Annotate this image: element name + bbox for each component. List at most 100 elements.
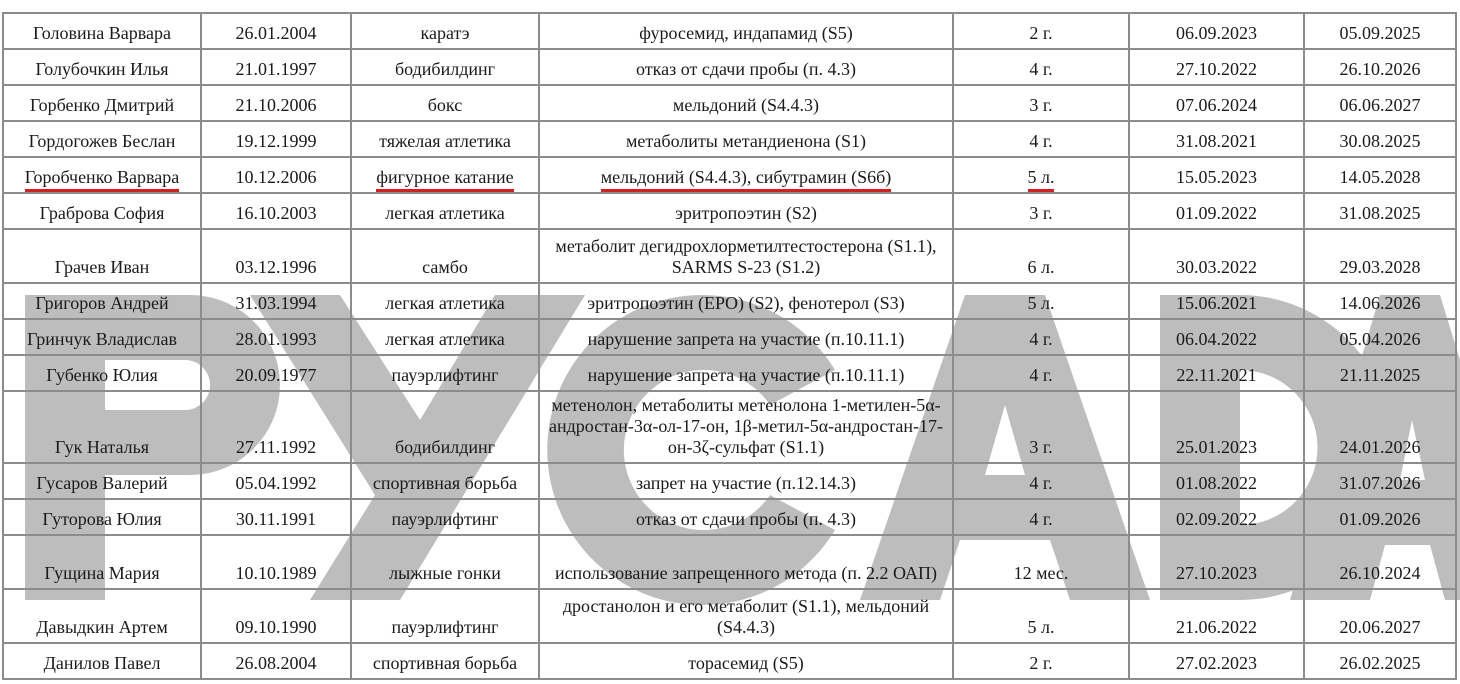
cell-name: Голубочкин Илья	[2, 48, 202, 86]
cell-name: Граброва София	[2, 192, 202, 230]
term-text: 4 г.	[1029, 509, 1053, 529]
disqualified-athletes-table: Головина Варвара 26.01.2004 каратэ фуросеми…	[2, 12, 1457, 680]
sport-text: лыжные гонки	[389, 563, 501, 583]
dob-text: 10.12.2006	[235, 167, 317, 187]
cell-dob: 26.08.2004	[200, 642, 352, 680]
cell-dob: 28.01.1993	[200, 318, 352, 356]
cell-end: 31.07.2026	[1303, 462, 1457, 500]
table-row: Гук Наталья 27.11.1992 бодибилдинг метеноло…	[2, 390, 1457, 464]
dob-text: 21.10.2006	[235, 95, 317, 115]
dob-text: 03.12.1996	[235, 257, 317, 277]
name-text: Голубочкин Илья	[35, 59, 169, 79]
violation-text: мельдоний (S4.4.3)	[672, 95, 820, 115]
table-row: Головина Варвара 26.01.2004 каратэ фуросеми…	[2, 12, 1457, 50]
cell-name: Гринчук Владислав	[2, 318, 202, 356]
cell-violation: отказ от сдачи пробы (п. 4.3)	[538, 48, 954, 86]
dob-text: 26.01.2004	[235, 23, 317, 43]
table-row: Гуторова Юлия 30.11.1991 пауэрлифтинг отказ…	[2, 498, 1457, 536]
cell-name: Гук Наталья	[2, 390, 202, 464]
end-text: 05.04.2026	[1339, 329, 1421, 349]
violation-text: нарушение запрета на участие (п.10.11.1)	[587, 329, 905, 349]
cell-violation: метаболиты метандиенона (S1)	[538, 120, 954, 158]
dob-text: 05.04.1992	[235, 473, 317, 493]
cell-dob: 27.11.1992	[200, 390, 352, 464]
cell-end: 14.05.2028	[1303, 156, 1457, 194]
cell-sport: спортивная борьба	[350, 642, 540, 680]
cell-dob: 30.11.1991	[200, 498, 352, 536]
term-text: 4 г.	[1029, 473, 1053, 493]
cell-sport: бокс	[350, 84, 540, 122]
cell-name: Давыдкин Артем	[2, 588, 202, 644]
cell-end: 29.03.2028	[1303, 228, 1457, 284]
term-text: 3 г.	[1029, 95, 1053, 115]
cell-end: 05.04.2026	[1303, 318, 1457, 356]
dob-text: 21.01.1997	[235, 59, 317, 79]
table-row: Гусаров Валерий 05.04.1992 спортивная борь…	[2, 462, 1457, 500]
table-row: Давыдкин Артем 09.10.1990 пауэрлифтинг дрос…	[2, 588, 1457, 644]
cell-name: Горобченко Варвара	[2, 156, 202, 194]
cell-start: 22.11.2021	[1128, 354, 1305, 392]
cell-term: 3 г.	[952, 192, 1130, 230]
cell-end: 20.06.2027	[1303, 588, 1457, 644]
cell-term: 5 л.	[952, 156, 1130, 194]
violation-text: фуросемид, индапамид (S5)	[639, 23, 853, 43]
table-row: Голубочкин Илья 21.01.1997 бодибилдинг отка…	[2, 48, 1457, 86]
dob-text: 19.12.1999	[235, 131, 317, 151]
sport-text: пауэрлифтинг	[391, 509, 499, 529]
end-text: 01.09.2026	[1339, 509, 1421, 529]
cell-sport: легкая атлетика	[350, 192, 540, 230]
term-text: 3 г.	[1029, 437, 1053, 457]
term-text: 4 г.	[1029, 59, 1053, 79]
cell-dob: 16.10.2003	[200, 192, 352, 230]
sport-text: пауэрлифтинг	[391, 617, 499, 637]
cell-name: Гуторова Юлия	[2, 498, 202, 536]
table-row: Григоров Андрей 31.03.1994 легкая атлетика…	[2, 282, 1457, 320]
end-text: 30.08.2025	[1339, 131, 1421, 151]
start-text: 02.09.2022	[1176, 509, 1257, 529]
name-text: Гущина Мария	[44, 563, 160, 583]
term-text: 12 мес.	[1013, 563, 1069, 583]
dob-text: 16.10.2003	[235, 203, 317, 223]
cell-name: Губенко Юлия	[2, 354, 202, 392]
cell-term: 5 л.	[952, 282, 1130, 320]
table-body: Головина Варвара 26.01.2004 каратэ фуросеми…	[2, 12, 1457, 680]
cell-start: 15.05.2023	[1128, 156, 1305, 194]
cell-start: 01.09.2022	[1128, 192, 1305, 230]
cell-end: 21.11.2025	[1303, 354, 1457, 392]
table-row: Горбенко Дмитрий 21.10.2006 бокс мельдоний …	[2, 84, 1457, 122]
cell-violation: метаболит дегидрохлорметилтестостерона (…	[538, 228, 954, 284]
cell-sport: спортивная борьба	[350, 462, 540, 500]
cell-name: Гущина Мария	[2, 534, 202, 590]
cell-violation: дростанолон и его метаболит (S1.1), мель…	[538, 588, 954, 644]
cell-term: 12 мес.	[952, 534, 1130, 590]
start-text: 01.08.2022	[1176, 473, 1257, 493]
cell-sport: легкая атлетика	[350, 282, 540, 320]
end-text: 31.08.2025	[1339, 203, 1421, 223]
cell-violation: эритропоэтин (EPO) (S2), фенотерол (S3)	[538, 282, 954, 320]
cell-violation: торасемид (S5)	[538, 642, 954, 680]
start-text: 31.08.2021	[1176, 131, 1257, 151]
name-text: Гринчук Владислав	[26, 329, 178, 349]
sport-text: легкая атлетика	[385, 203, 505, 223]
violation-text: дростанолон и его метаболит (S1.1), мель…	[562, 596, 930, 637]
cell-sport: легкая атлетика	[350, 318, 540, 356]
cell-sport: бодибилдинг	[350, 48, 540, 86]
dob-text: 20.09.1977	[235, 365, 317, 385]
cell-start: 25.01.2023	[1128, 390, 1305, 464]
end-text: 06.06.2027	[1339, 95, 1421, 115]
sport-text: бодибилдинг	[394, 437, 495, 457]
sport-text: спортивная борьба	[372, 473, 518, 493]
dob-text: 28.01.1993	[235, 329, 317, 349]
cell-sport: тяжелая атлетика	[350, 120, 540, 158]
table-row: Гордогожев Беслан 19.12.1999 тяжелая атлет…	[2, 120, 1457, 158]
cell-start: 06.04.2022	[1128, 318, 1305, 356]
cell-term: 5 л.	[952, 588, 1130, 644]
cell-term: 4 г.	[952, 462, 1130, 500]
end-text: 14.06.2026	[1339, 293, 1421, 313]
violation-text: торасемид (S5)	[688, 653, 804, 673]
violation-text: отказ от сдачи пробы (п. 4.3)	[636, 509, 856, 529]
cell-violation: отказ от сдачи пробы (п. 4.3)	[538, 498, 954, 536]
end-text: 29.03.2028	[1339, 257, 1421, 277]
cell-name: Данилов Павел	[2, 642, 202, 680]
term-text: 4 г.	[1029, 329, 1053, 349]
